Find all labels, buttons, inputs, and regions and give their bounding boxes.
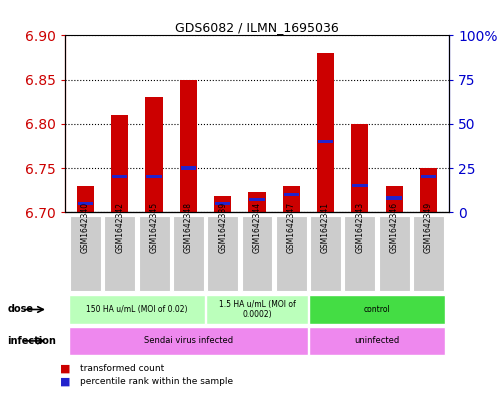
Title: GDS6082 / ILMN_1695036: GDS6082 / ILMN_1695036 <box>175 21 339 34</box>
Text: 150 HA u/mL (MOI of 0.02): 150 HA u/mL (MOI of 0.02) <box>86 305 188 314</box>
Bar <box>309 296 445 324</box>
Text: GSM1642340: GSM1642340 <box>81 202 90 253</box>
Text: GSM1642345: GSM1642345 <box>150 202 159 253</box>
Text: transformed count: transformed count <box>80 364 164 373</box>
Bar <box>352 184 368 187</box>
Bar <box>181 166 196 170</box>
Text: GSM1642339: GSM1642339 <box>218 202 227 253</box>
Bar <box>146 175 162 178</box>
Bar <box>242 216 272 291</box>
Bar <box>344 216 375 291</box>
Bar <box>69 327 308 355</box>
Text: uninfected: uninfected <box>354 336 400 345</box>
Text: GSM1642347: GSM1642347 <box>287 202 296 253</box>
Text: control: control <box>364 305 390 314</box>
Bar <box>69 296 205 324</box>
Text: GSM1642348: GSM1642348 <box>184 202 193 253</box>
Bar <box>70 216 101 291</box>
Bar <box>386 186 403 212</box>
Bar <box>173 216 204 291</box>
Bar <box>413 216 444 291</box>
Bar <box>379 216 410 291</box>
Bar <box>318 140 333 143</box>
Bar <box>283 186 300 212</box>
Text: GSM1642343: GSM1642343 <box>355 202 364 253</box>
Bar <box>351 124 368 212</box>
Bar <box>207 216 238 291</box>
Bar <box>180 80 197 212</box>
Text: infection: infection <box>7 336 56 346</box>
Text: GSM1642344: GSM1642344 <box>252 202 261 253</box>
Text: ■: ■ <box>60 376 70 386</box>
Text: percentile rank within the sample: percentile rank within the sample <box>80 377 233 386</box>
Bar <box>111 115 128 212</box>
Bar <box>77 186 94 212</box>
Bar <box>310 216 341 291</box>
Bar <box>249 192 265 212</box>
Bar <box>317 53 334 212</box>
Bar <box>78 202 93 205</box>
Bar <box>146 97 163 212</box>
Bar <box>214 196 231 212</box>
Bar <box>104 216 135 291</box>
Bar <box>420 168 437 212</box>
Bar <box>112 175 127 178</box>
Bar <box>276 216 307 291</box>
Bar <box>309 327 445 355</box>
Text: GSM1642341: GSM1642341 <box>321 202 330 253</box>
Text: GSM1642342: GSM1642342 <box>115 202 124 253</box>
Bar <box>215 202 231 205</box>
Text: ■: ■ <box>60 364 70 374</box>
Bar <box>387 196 402 200</box>
Bar <box>421 175 436 178</box>
Text: dose: dose <box>7 305 33 314</box>
Text: GSM1642346: GSM1642346 <box>390 202 399 253</box>
Text: GSM1642349: GSM1642349 <box>424 202 433 253</box>
Bar <box>206 296 308 324</box>
Bar <box>283 193 299 196</box>
Text: Sendai virus infected: Sendai virus infected <box>144 336 233 345</box>
Text: 1.5 HA u/mL (MOI of
0.0002): 1.5 HA u/mL (MOI of 0.0002) <box>219 300 295 319</box>
Bar <box>139 216 170 291</box>
Bar <box>250 198 264 202</box>
